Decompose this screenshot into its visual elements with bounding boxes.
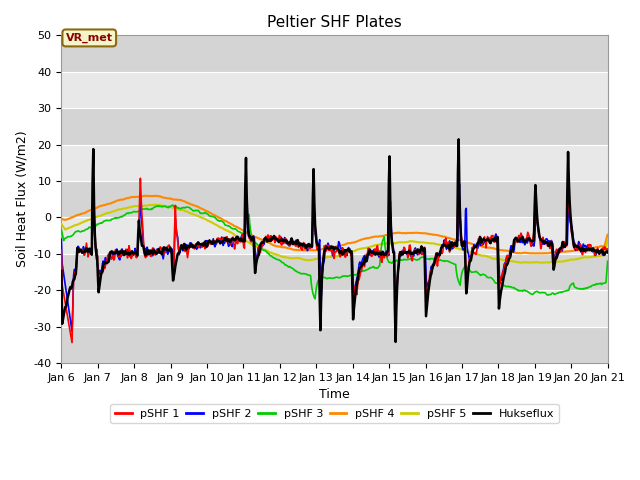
Bar [61, 72, 607, 108]
Bar [61, 181, 607, 217]
Legend: pSHF 1, pSHF 2, pSHF 3, pSHF 4, pSHF 5, Hukseflux: pSHF 1, pSHF 2, pSHF 3, pSHF 4, pSHF 5, … [110, 404, 559, 423]
Bar [61, 36, 607, 72]
Bar [61, 144, 607, 181]
Title: Peltier SHF Plates: Peltier SHF Plates [267, 15, 402, 30]
Bar [61, 108, 607, 144]
Bar [61, 290, 607, 326]
Bar [61, 326, 607, 363]
Bar [61, 217, 607, 254]
X-axis label: Time: Time [319, 388, 350, 401]
Text: VR_met: VR_met [66, 33, 113, 43]
Y-axis label: Soil Heat Flux (W/m2): Soil Heat Flux (W/m2) [15, 131, 28, 267]
Bar [61, 254, 607, 290]
